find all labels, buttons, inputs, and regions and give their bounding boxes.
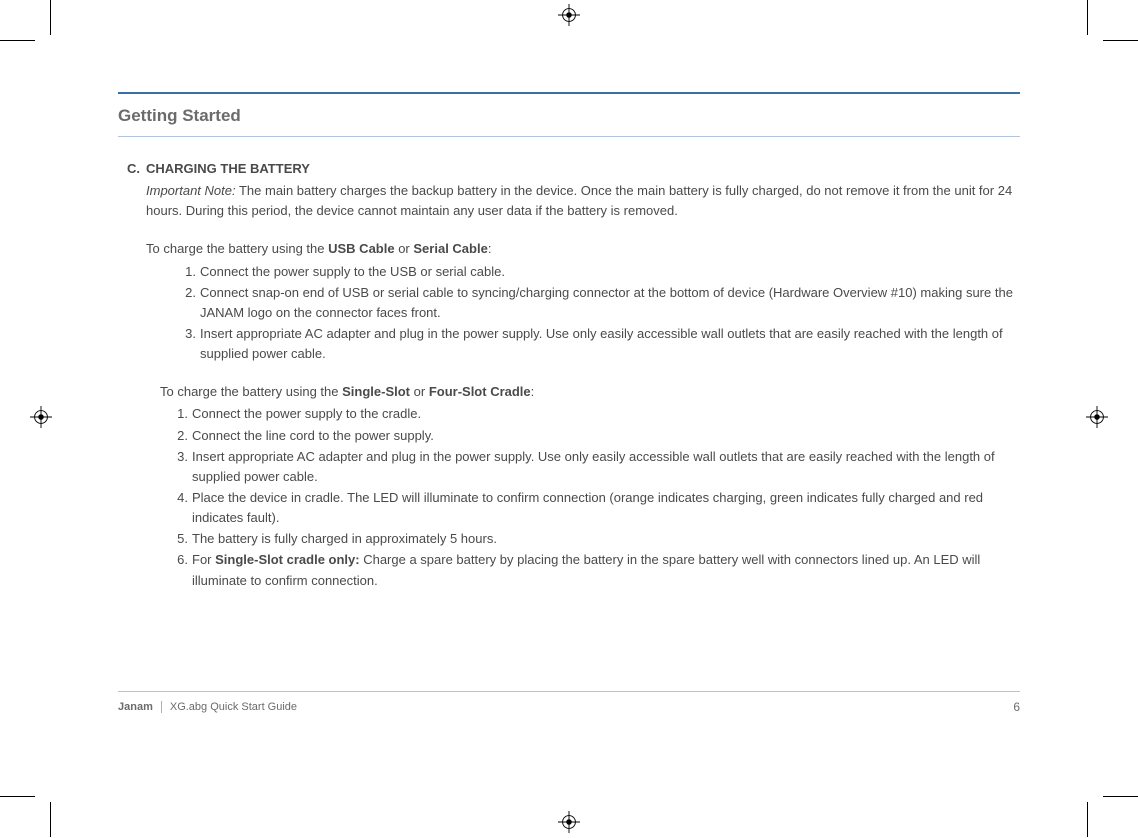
list-item: 1.Connect the power supply to the USB or…: [178, 262, 1020, 282]
charge-method-2-steps: 1.Connect the power supply to the cradle…: [170, 404, 1020, 590]
footer-brand: Janam: [118, 701, 162, 713]
list-item: 6.For Single-Slot cradle only: Charge a …: [170, 550, 1020, 590]
charge-method-2-intro: To charge the battery using the Single-S…: [160, 382, 1020, 402]
list-item: 2.Connect snap-on end of USB or serial c…: [178, 283, 1020, 323]
crop-mark: [1087, 0, 1088, 35]
subsection-letter: C.: [118, 159, 146, 179]
note-label: Important Note:: [146, 183, 236, 198]
section-title: Getting Started: [118, 106, 1020, 126]
top-rule: [118, 92, 1020, 94]
list-item: 3.Insert appropriate AC adapter and plug…: [170, 447, 1020, 487]
charge-method-1-steps: 1.Connect the power supply to the USB or…: [178, 262, 1020, 365]
registration-mark-icon: [558, 811, 580, 833]
crop-mark: [50, 802, 51, 837]
list-item: 5.The battery is fully charged in approx…: [170, 529, 1020, 549]
crop-mark: [1103, 796, 1138, 797]
list-item: 1.Connect the power supply to the cradle…: [170, 404, 1020, 424]
footer-page-number: 6: [1013, 700, 1020, 714]
page-content: Getting Started C. CHARGING THE BATTERY …: [118, 92, 1020, 714]
registration-mark-icon: [30, 406, 52, 428]
footer-rule: [118, 691, 1020, 692]
subsection-heading-text: CHARGING THE BATTERY: [146, 159, 310, 179]
registration-mark-icon: [1086, 406, 1108, 428]
body-text: C. CHARGING THE BATTERY Important Note: …: [118, 159, 1020, 591]
footer-doc-title: XG.abg Quick Start Guide: [170, 701, 1013, 713]
list-item: 2.Connect the line cord to the power sup…: [170, 426, 1020, 446]
charge-method-1-intro: To charge the battery using the USB Cabl…: [146, 239, 1020, 259]
note-text: The main battery charges the backup batt…: [146, 183, 1012, 218]
list-item: 4.Place the device in cradle. The LED wi…: [170, 488, 1020, 528]
page-footer: Janam XG.abg Quick Start Guide 6: [118, 700, 1020, 714]
crop-mark: [50, 0, 51, 35]
crop-mark: [1103, 40, 1138, 41]
important-note: Important Note: The main battery charges…: [146, 181, 1020, 221]
list-item: 3.Insert appropriate AC adapter and plug…: [178, 324, 1020, 364]
crop-mark: [0, 40, 35, 41]
registration-mark-icon: [558, 4, 580, 26]
crop-mark: [1087, 802, 1088, 837]
under-rule: [118, 136, 1020, 137]
subsection-heading: C. CHARGING THE BATTERY: [118, 159, 1020, 179]
crop-mark: [0, 796, 35, 797]
